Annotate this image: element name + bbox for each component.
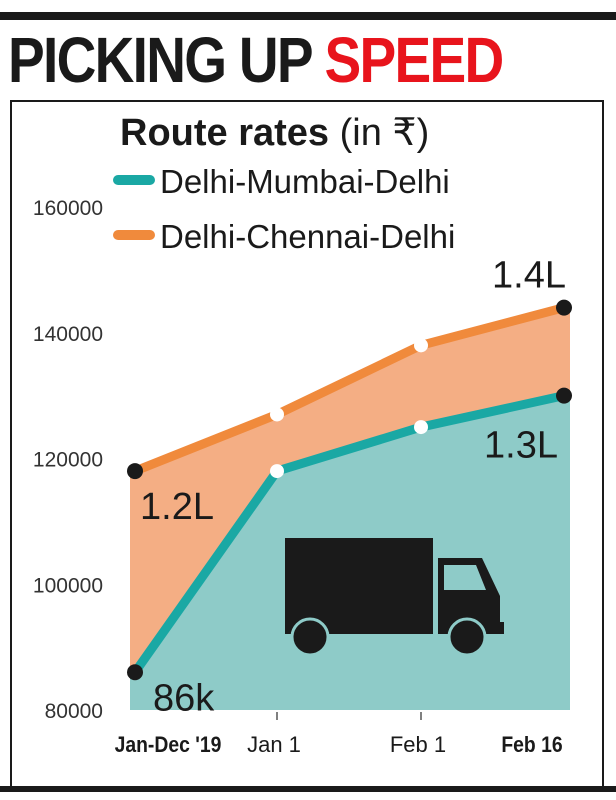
x-tick-label-feb-16: Feb 16: [501, 733, 562, 757]
truck-icon: [285, 538, 504, 657]
point-delhi-mumbai-delhi-2: [414, 420, 428, 435]
markers: [127, 299, 572, 681]
headline: PICKING UP SPEED: [8, 20, 504, 100]
x-tick-label-jan-dec-19: Jan-Dec '19: [115, 733, 222, 757]
chart-title-rest: (in ₹): [340, 112, 430, 154]
legend-label-delhi-mumbai-delhi: Delhi-Mumbai-Delhi: [160, 163, 450, 200]
top-rule: [0, 12, 616, 20]
point-delhi-mumbai-delhi-0: [127, 664, 143, 681]
bottom-rule: [0, 786, 616, 792]
truck-window: [444, 565, 486, 590]
y-tick-label-80000: 80000: [45, 700, 103, 723]
point-delhi-chennai-delhi-0: [127, 463, 143, 480]
line-delhi-mumbai-delhi: [130, 391, 569, 677]
headline-part-2: SPEED: [324, 24, 504, 96]
lines: [130, 303, 569, 677]
data-label-86k: 86k: [153, 677, 215, 719]
y-axis: 80000 100000 120000 140000 160000: [33, 197, 103, 723]
y-tick-label-160000: 160000: [33, 197, 103, 220]
data-label-1-2l: 1.2L: [140, 486, 214, 528]
area-delhi-chennai-delhi: [130, 307, 570, 673]
truck-wheel-front: [447, 617, 487, 657]
y-tick-label-100000: 100000: [33, 574, 103, 597]
data-label-1-3l: 1.3L: [484, 425, 558, 467]
legend-label-delhi-chennai-delhi: Delhi-Chennai-Delhi: [160, 218, 455, 255]
point-delhi-chennai-delhi-1: [270, 407, 284, 422]
x-tick-label-jan-1: Jan 1: [247, 732, 301, 757]
x-axis: Jan-Dec '19 Jan 1 Feb 1 Feb 16: [115, 712, 563, 757]
y-tick-label-120000: 120000: [33, 449, 103, 472]
point-delhi-chennai-delhi-3: [556, 299, 572, 316]
point-delhi-chennai-delhi-2: [414, 338, 428, 353]
data-label-1-4l: 1.4L: [492, 255, 566, 297]
x-tick-label-feb-1: Feb 1: [390, 732, 446, 757]
point-delhi-mumbai-delhi-1: [270, 464, 284, 479]
point-delhi-mumbai-delhi-3: [556, 387, 572, 404]
annotations: 1.2L 86k 1.4L 1.3L: [140, 255, 566, 720]
y-tick-label-140000: 140000: [33, 323, 103, 346]
line-delhi-chennai-delhi: [130, 303, 569, 476]
truck-wheel-rear: [290, 617, 330, 657]
chart-title-bold: Route rates: [120, 112, 340, 154]
legend: Delhi-Mumbai-Delhi Delhi-Chennai-Delhi: [113, 163, 455, 255]
headline-part-1: PICKING UP: [8, 24, 325, 96]
chart-title: Route rates (in ₹): [120, 112, 429, 154]
